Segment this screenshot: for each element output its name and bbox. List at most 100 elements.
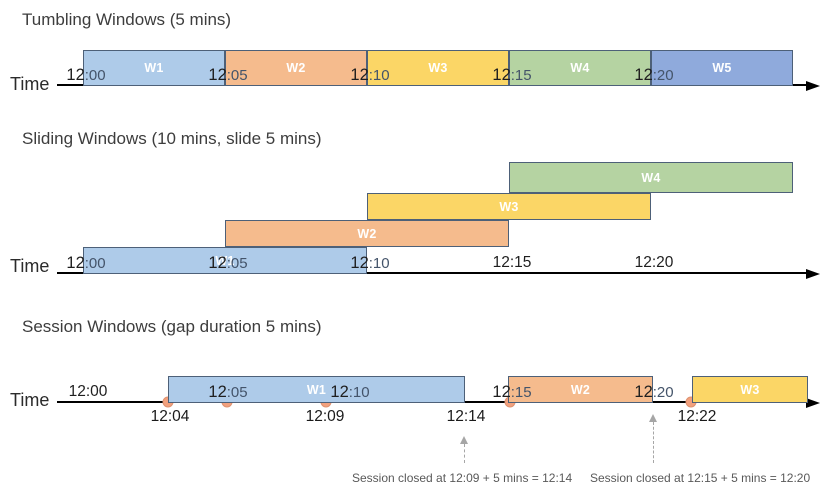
tick-minutes: :10: [368, 255, 390, 272]
axis-tick-label: 12:15: [492, 384, 531, 401]
tick-minutes: :15: [509, 254, 532, 271]
axis-tick-label: 12:00: [66, 255, 105, 272]
tick-hour: 12: [208, 254, 227, 272]
axis-tick-label: 12:15: [493, 255, 532, 271]
time-axis-label: Time: [10, 74, 50, 94]
event-dot: [504, 396, 516, 408]
tick-minutes: :15: [510, 67, 532, 84]
tick-minutes: :05: [226, 67, 248, 84]
window-label: W5: [712, 61, 732, 75]
section-title-tumbling: Tumbling Windows (5 mins): [22, 10, 232, 29]
event-dot: [685, 396, 697, 408]
time-axis-arrowhead-icon: [806, 268, 820, 279]
tick-hour: 12: [66, 254, 85, 272]
tick-hour: 12: [492, 66, 511, 84]
tick-hour: 12: [492, 383, 511, 401]
window-bar-w4: W4: [509, 162, 793, 193]
time-axis-arrowhead-icon: [806, 397, 820, 408]
event-time-label: 12:14: [446, 408, 486, 425]
window-label: W2: [286, 61, 306, 75]
tick-hour: 12: [330, 383, 349, 401]
session-closed-arrow-icon: [460, 436, 468, 463]
time-axis: [57, 272, 808, 275]
axis-tick-label: 12:20: [634, 384, 673, 401]
tick-minutes: :10: [368, 67, 390, 84]
axis-tick-label: 12:00: [69, 384, 108, 400]
time-axis: [57, 401, 808, 404]
window-label: W3: [499, 199, 519, 214]
axis-tick-label: 12:20: [634, 67, 673, 84]
window-bar-w1: W1: [83, 50, 225, 86]
window-label: W1: [144, 61, 164, 75]
tick-minutes: :20: [652, 384, 674, 401]
arrowhead-up-icon: [649, 414, 657, 422]
tick-hour: 12: [634, 66, 653, 84]
tick-minutes: :15: [510, 384, 532, 401]
tick-hour: 12: [634, 254, 652, 271]
event-time-label: 12:22: [677, 408, 717, 425]
session-closed-annotation: Session closed at 12:09 + 5 mins = 12:14: [352, 471, 573, 485]
tick-minutes: :05: [226, 384, 248, 401]
window-bar-w2: W2: [508, 376, 653, 403]
tick-minutes: :00: [85, 383, 108, 400]
window-bar-w1: W1: [168, 376, 465, 403]
window-bar-w3: W3: [367, 50, 509, 86]
tick-hour: 12: [68, 383, 86, 400]
tick-hour: 12: [350, 66, 369, 84]
time-axis: [57, 84, 808, 87]
arrowhead-up-icon: [460, 436, 468, 444]
event-dot: [162, 396, 174, 408]
window-bar-w3: W3: [692, 376, 808, 403]
axis-tick-label: 12:05: [208, 384, 247, 401]
tick-minutes: :00: [84, 67, 106, 84]
window-bar-w2: W2: [225, 50, 367, 86]
section-title-sliding: Sliding Windows (10 mins, slide 5 mins): [22, 129, 322, 148]
axis-tick-label: 12:15: [492, 67, 531, 84]
axis-tick-label: 12:05: [208, 255, 247, 272]
event-dot: [221, 396, 233, 408]
dashed-stem: [652, 422, 654, 463]
window-label: W3: [428, 61, 448, 75]
tick-hour: 12: [208, 383, 227, 401]
tick-hour: 12: [350, 254, 369, 272]
window-label: W2: [570, 382, 591, 397]
window-label: W2: [357, 226, 377, 241]
window-bar-w5: W5: [651, 50, 793, 86]
axis-tick-label: 12:10: [350, 255, 389, 272]
event-time-label: 12:09: [305, 408, 345, 425]
time-axis-arrowhead-icon: [806, 80, 820, 91]
axis-tick-label: 12:10: [330, 384, 369, 401]
time-axis-label: Time: [10, 390, 50, 410]
axis-tick-label: 12:00: [66, 67, 105, 84]
dashed-stem: [463, 444, 465, 463]
tick-minutes: :20: [652, 67, 674, 84]
event-dot: [320, 396, 332, 408]
session-closed-annotation: Session closed at 12:15 + 5 mins = 12:20: [590, 471, 811, 485]
axis-tick-label: 12:10: [350, 67, 389, 84]
axis-tick-label: 12:05: [208, 67, 247, 84]
time-axis-label: Time: [10, 256, 50, 276]
window-label: W4: [570, 61, 590, 75]
session-closed-arrow-icon: [649, 414, 657, 463]
axis-tick-label: 12:20: [635, 255, 674, 271]
tick-hour: 12: [634, 383, 653, 401]
tick-hour: 12: [492, 254, 510, 271]
window-label: W4: [641, 170, 661, 185]
tick-hour: 12: [208, 66, 227, 84]
window-bar-w3: W3: [367, 193, 651, 220]
window-label: W1: [306, 382, 327, 397]
tick-minutes: :20: [651, 254, 674, 271]
window-bar-w4: W4: [509, 50, 651, 86]
window-label: W3: [740, 382, 760, 397]
tick-minutes: :10: [348, 384, 370, 401]
section-title-session: Session Windows (gap duration 5 mins): [22, 317, 322, 336]
tick-minutes: :05: [226, 255, 248, 272]
window-bar-w2: W2: [225, 220, 509, 247]
tick-hour: 12: [66, 66, 85, 84]
window-bar-w1: W1: [83, 247, 367, 274]
tick-minutes: :00: [84, 255, 106, 272]
